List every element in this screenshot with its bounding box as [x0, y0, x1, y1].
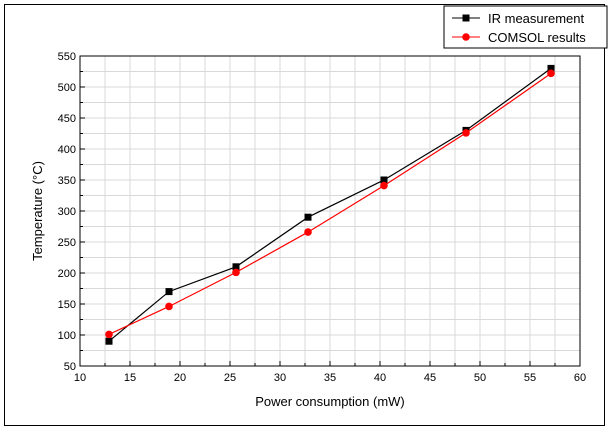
x-tick-label: 15: [124, 372, 136, 384]
x-tick-label: 35: [324, 372, 336, 384]
data-point-square: [105, 337, 113, 345]
data-point-circle: [165, 302, 173, 311]
legend-entry-comsol: COMSOL results: [452, 30, 586, 45]
data-point-circle: [462, 129, 470, 137]
data-point-circle: [380, 181, 388, 190]
x-tick-label: 55: [524, 372, 536, 384]
x-tick-label: 30: [274, 372, 286, 384]
legend-label: COMSOL results: [488, 30, 586, 45]
y-tick-label: 100: [58, 330, 76, 342]
y-tick-label: 300: [58, 206, 76, 218]
data-point-square: [232, 263, 240, 271]
legend: IR measurement COMSOL results: [443, 5, 608, 49]
y-tick-label: 350: [58, 175, 76, 187]
y-tick-label: 450: [58, 113, 76, 125]
data-point-circle: [232, 268, 240, 277]
data-point-square: [380, 176, 388, 184]
grid-lines: [80, 55, 580, 366]
y-tick-label: 550: [58, 51, 76, 63]
y-tick-label: 150: [58, 299, 76, 311]
y-axis-title: Temperature (°C): [30, 161, 45, 261]
axis-ticks: 10 15 20 25 30 35 40 45 50 55 60 50 100 150 200 250 300 3…: [58, 51, 586, 384]
data-point-circle: [304, 228, 312, 236]
y-tick-label: 50: [64, 361, 76, 373]
x-tick-label: 50: [474, 372, 486, 384]
legend-box: [443, 5, 608, 49]
y-tick-label: 500: [58, 82, 76, 94]
legend-marker-square: [462, 14, 470, 22]
x-tick-label: 40: [374, 372, 386, 384]
x-axis-title: Power consumption (mW): [255, 394, 405, 409]
data-point-circle: [105, 330, 113, 339]
x-tick-label: 10: [74, 372, 86, 384]
y-tick-label: 200: [58, 268, 76, 280]
data-point-square: [165, 288, 173, 296]
legend-entry-ir: IR measurement: [452, 11, 584, 26]
x-tick-label: 60: [574, 372, 586, 384]
x-tick-label: 45: [424, 372, 436, 384]
x-tick-label: 25: [224, 372, 236, 384]
legend-label: IR measurement: [488, 11, 584, 26]
y-tick-label: 250: [58, 237, 76, 249]
data-point-square: [547, 64, 555, 72]
y-tick-label: 400: [58, 144, 76, 156]
data-point-square: [304, 213, 312, 221]
x-tick-label: 20: [174, 372, 186, 384]
series-layer: [105, 64, 555, 345]
legend-marker-circle: [462, 33, 470, 41]
data-point-circle: [547, 69, 555, 78]
